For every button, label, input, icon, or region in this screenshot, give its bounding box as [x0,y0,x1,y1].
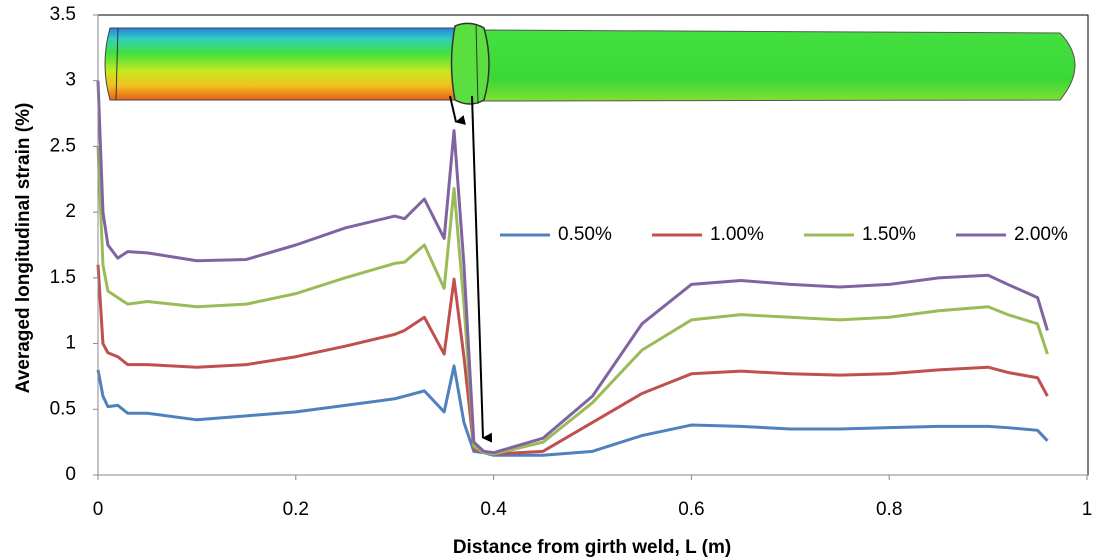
x-tick-label: 0.8 [876,499,902,520]
y-tick-label: 2 [65,201,76,222]
legend-label: 1.00% [710,224,764,245]
y-tick-label: 2.5 [50,135,76,156]
x-tick-label: 1 [1082,499,1093,520]
series-group [96,80,1049,457]
x-tick-label: 0 [93,499,104,520]
legend-label: 2.00% [1014,224,1068,245]
pipe-left [104,27,456,101]
x-tick-label: 0.4 [480,499,507,520]
y-axis-title: Averaged longitudinal strain (%) [13,103,34,394]
pipe-edge [115,27,119,101]
y-tick-label: 1.5 [50,267,76,288]
y-tick-label: 3.5 [50,4,76,25]
data-line [96,80,1049,455]
y-tick-label: 3 [65,70,76,91]
x-tick-label: 0.6 [678,499,704,520]
data-line [96,264,1049,456]
pipe-illustration [104,22,1076,105]
data-line [96,146,1049,456]
arrow [449,95,466,125]
y-tick-label: 1 [65,333,76,354]
y-tick-label: 0.5 [50,398,76,419]
arrow [471,95,493,443]
data-line [96,364,1049,457]
x-axis-title: Distance from girth weld, L (m) [453,537,731,558]
legend-label: 1.50% [862,224,916,245]
pipe-right [477,29,1076,102]
girth-weld [450,22,490,105]
weld-edge [475,23,479,105]
x-tick-label: 0.2 [283,499,309,520]
legend-label: 0.50% [558,224,612,245]
y-tick-label: 0 [65,464,76,485]
